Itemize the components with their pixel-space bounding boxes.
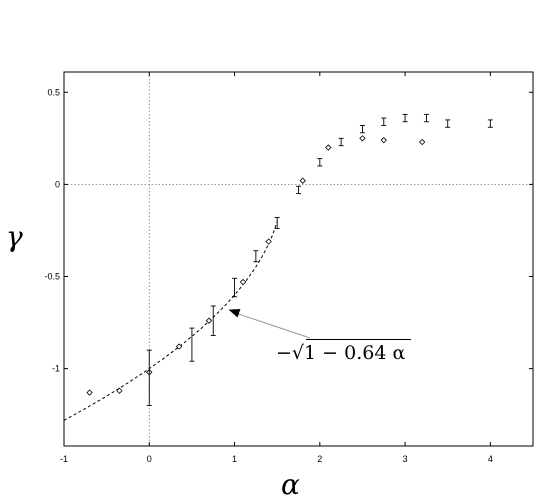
y-tick-label: -0.5	[44, 272, 60, 282]
errorbar-point	[274, 217, 280, 230]
data-markers	[86, 113, 493, 406]
diamond-point	[380, 137, 387, 144]
diamond-point	[86, 389, 93, 396]
reference-lines	[64, 72, 533, 446]
errorbar-point	[359, 124, 365, 134]
errorbar-point	[253, 250, 259, 263]
annotation-sqrt-prefix: −√	[276, 342, 305, 364]
diamond-point	[175, 343, 183, 350]
errorbar-point	[381, 117, 387, 126]
errorbar-point	[487, 119, 493, 128]
errorbar-point	[445, 119, 451, 128]
diamond-point	[299, 177, 306, 184]
errorbar-point	[189, 327, 195, 362]
errorbar-point	[423, 113, 429, 123]
errorbar-point	[296, 185, 301, 195]
errorbar-point	[402, 113, 408, 123]
errorbar-point	[146, 349, 152, 406]
y-tick-label: 0	[55, 179, 60, 189]
plot-frame	[63, 71, 534, 447]
y-axis-label: γ	[6, 220, 23, 253]
fit-curve	[63, 221, 278, 421]
x-tick-label: 4	[488, 454, 493, 464]
annotation-radicand: 1 − 0.64 α	[304, 342, 405, 364]
diamond-point	[418, 138, 426, 146]
y-tick-label: 0.5	[47, 87, 60, 97]
fit-curve-group	[63, 221, 278, 421]
annotation-text: −√1 − 0.64 α	[276, 342, 405, 364]
diamond-point	[239, 278, 247, 286]
diamond-point	[265, 238, 272, 245]
x-tick-label: 0	[147, 454, 152, 464]
diamond-point	[205, 317, 213, 324]
errorbar-point	[338, 137, 344, 147]
y-tick-label: -1	[52, 364, 60, 374]
errorbar-point	[210, 305, 216, 336]
fit-annotation: −√1 − 0.64 α	[228, 309, 411, 364]
x-tick-label: -1	[60, 454, 68, 464]
x-tick-label: 3	[403, 454, 408, 464]
errorbar-point	[232, 277, 238, 298]
x-tick-label: 2	[317, 454, 322, 464]
x-tick-label: 1	[232, 454, 237, 464]
y-axis-ticks: -1 -0.5 0 0.5	[44, 87, 533, 374]
diamond-point	[116, 387, 123, 394]
diamond-point	[325, 144, 332, 151]
errorbar-point	[317, 158, 323, 167]
diamond-point	[359, 135, 366, 142]
x-axis-label: α	[281, 468, 300, 496]
x-axis-ticks: -1 0 1 2 3 4	[60, 72, 493, 464]
annotation-arrow-line	[234, 312, 311, 339]
annotation-arrow-head	[228, 309, 241, 318]
